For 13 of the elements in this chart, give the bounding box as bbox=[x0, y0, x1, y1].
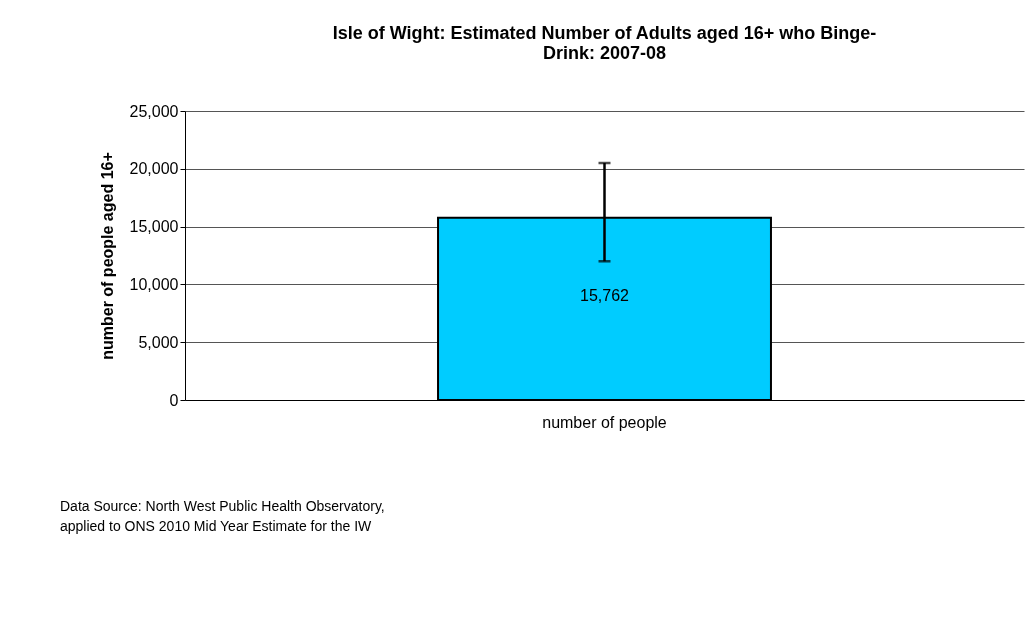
y-tick-label: 5,000 bbox=[138, 333, 179, 351]
data-label: 15,762 bbox=[580, 286, 630, 304]
x-tick-label: number of people bbox=[542, 413, 667, 431]
source-note: Data Source: North West Public Health Observatory, bbox=[60, 498, 385, 514]
y-tick-label: 10,000 bbox=[129, 275, 179, 293]
y-tick-label: 20,000 bbox=[129, 160, 179, 178]
y-tick-label: 15,000 bbox=[129, 218, 179, 236]
y-tick-label: 25,000 bbox=[129, 102, 179, 120]
text: applied to ONS 2010 Mid Year Estimate for the IW bbox=[60, 518, 373, 534]
y-tick-label: 0 bbox=[169, 391, 179, 409]
text: Isle of Wight: Estimated Number of Adults aged 16+ who Binge- bbox=[332, 23, 877, 43]
text: Drink: 2007-08 bbox=[542, 43, 667, 63]
y-axis-title: number of people aged 16+ bbox=[98, 152, 116, 360]
